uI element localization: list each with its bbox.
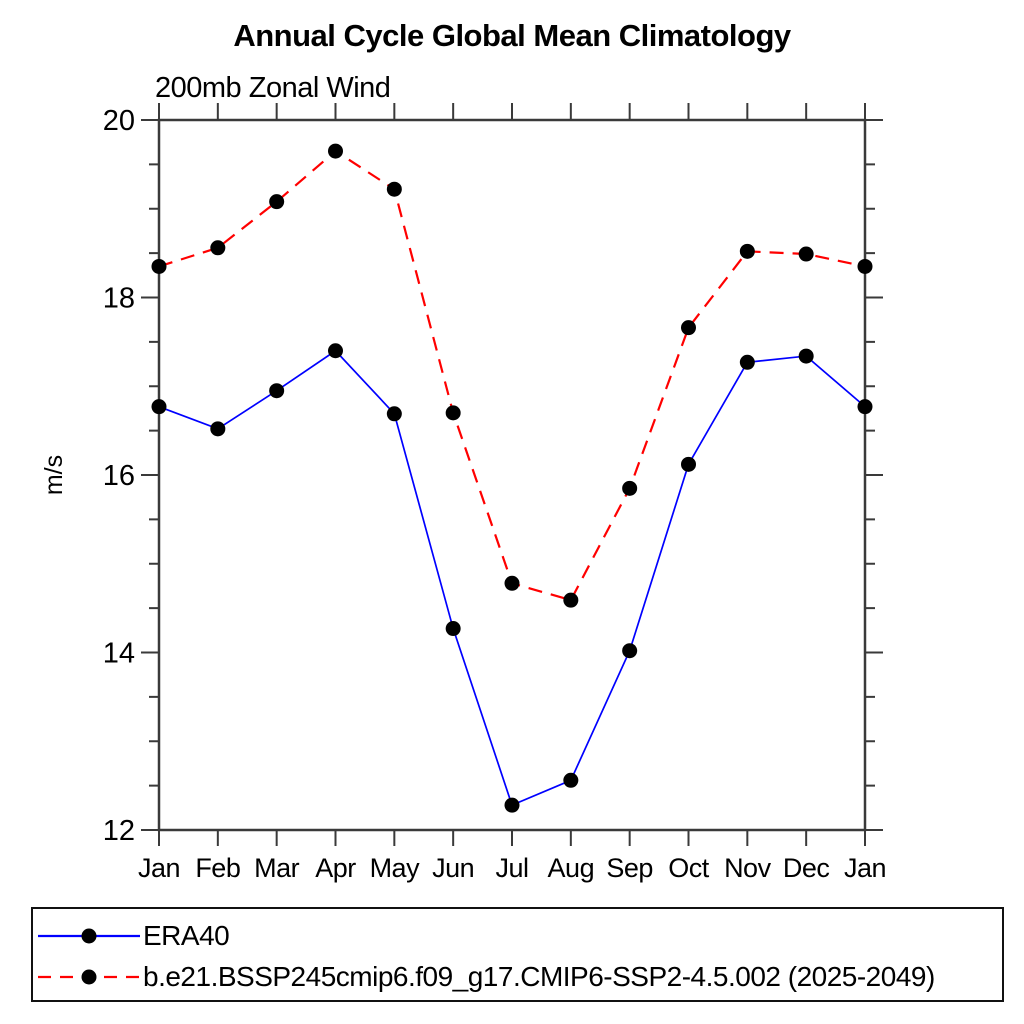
y-axis-tick-label: 20 [103,105,135,137]
data-point-marker [151,258,167,274]
data-point-marker [681,456,696,472]
legend-item-era40: ERA40 [37,920,230,951]
x-axis-tick-label: Oct [668,853,710,883]
data-point-marker [328,343,343,359]
data-point-marker [739,354,755,370]
y-axis-tick-label: 18 [103,283,135,315]
chart-subtitle: 200mb Zonal Wind [155,72,391,104]
data-point-marker [622,643,638,659]
data-point-marker [857,258,873,274]
legend-line-sample-dashed [38,969,140,985]
legend-label-era40: ERA40 [143,920,230,951]
data-point-marker [563,592,579,608]
legend-label-model: b.e21.BSSP245cmip6.f09_g17.CMIP6-SSP2-4.… [143,961,935,992]
legend-box: ERA40 b.e21.BSSP245cmip6.f09_g17.CMIP6-S… [31,907,1004,1002]
data-point-marker [739,243,755,259]
data-point-marker [269,383,285,399]
x-axis-tick-label: Aug [548,853,595,883]
series-line-model [158,149,866,602]
data-point-marker [151,399,167,415]
data-point-marker [386,406,402,422]
data-point-marker [857,399,873,415]
x-axis-tick-label: Jul [495,853,528,883]
x-axis-tick-label: May [370,853,421,883]
data-point-marker [622,480,638,496]
data-point-marker [210,240,226,256]
legend-item-model: b.e21.BSSP245cmip6.f09_g17.CMIP6-SSP2-4.… [37,961,935,992]
data-point-marker [328,143,343,159]
y-axis-tick-label: 12 [103,815,135,847]
x-axis-tick-label: Jun [432,853,474,883]
chart-title: Annual Cycle Global Mean Climatology [233,18,791,53]
data-point-marker [386,181,402,197]
x-axis-tick-label: Nov [724,853,772,883]
data-point-marker [681,320,696,336]
x-axis-tick-label: Dec [783,853,830,883]
data-point-marker [563,772,579,788]
y-axis-tick-label: 16 [103,460,135,492]
legend-line-sample-solid [38,928,140,944]
x-axis-tick-label: Jan [138,853,180,883]
x-axis-tick-label: Mar [254,853,300,883]
x-axis-tick-label: Sep [606,853,653,883]
plot-box [157,118,867,832]
data-point-marker [798,246,814,262]
data-point-marker [210,421,226,437]
y-axis-title: m/s [40,455,68,495]
data-point-marker [504,797,520,813]
x-axis-tick-label: Feb [195,853,240,883]
y-axis-tick-label: 14 [103,638,135,670]
x-axis-tick-label: Apr [315,853,356,883]
data-point-marker [445,405,461,421]
data-point-marker [798,348,814,364]
data-point-marker [504,575,520,591]
data-point-marker [269,194,285,210]
data-point-marker [445,621,461,637]
x-axis-tick-label: Jan [844,853,886,883]
